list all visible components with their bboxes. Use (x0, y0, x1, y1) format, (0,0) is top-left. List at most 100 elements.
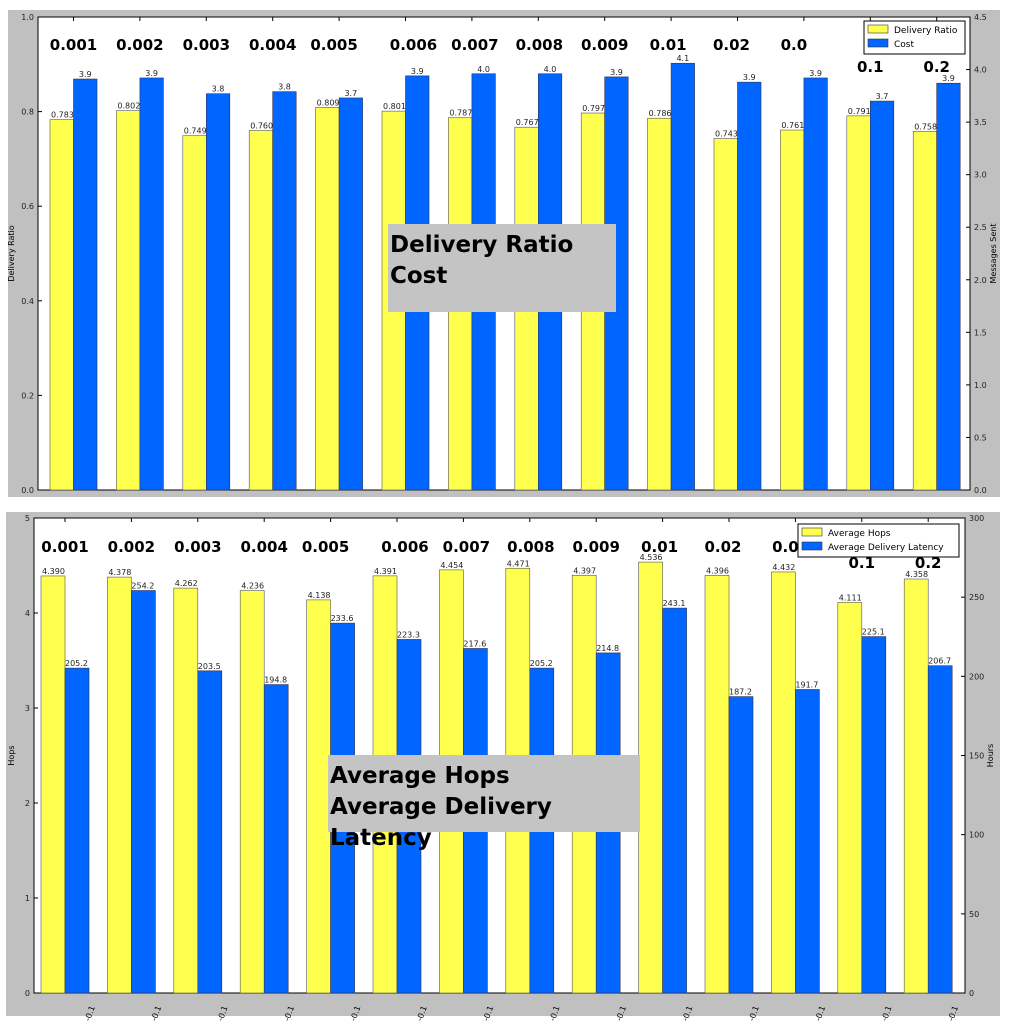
overlay-line-1: Delivery Ratio (390, 232, 574, 258)
category-label: 0.003 (174, 538, 221, 556)
bar-average-hops (638, 561, 663, 994)
y2-tick-label: 2.0 (974, 276, 987, 285)
legend-label: Average Delivery Latency (828, 543, 944, 553)
bar-cost (338, 97, 363, 491)
bar-value-label: 225.1 (862, 628, 885, 637)
y2-tick-label: 50 (969, 910, 979, 919)
y2-tick-label: 2.5 (974, 223, 987, 232)
bar-average-delivery-latency (197, 670, 223, 994)
bar-value-label: 0.797 (582, 104, 605, 113)
bar-average-hops (771, 571, 796, 994)
bar-average-delivery-latency (131, 590, 156, 994)
category-label: 0.02 (704, 538, 741, 556)
category-label: 0.008 (516, 36, 563, 54)
bar-average-delivery-latency (662, 607, 687, 994)
y2-tick-label: 4.5 (974, 13, 987, 22)
bar-value-label: 205.2 (65, 659, 88, 668)
y2-tick-label: 3.0 (974, 171, 987, 180)
bar-value-label: 0.809 (317, 98, 340, 107)
y-tick-label: 5 (25, 514, 30, 523)
bar-delivery-ratio (912, 131, 938, 491)
bar-value-label: 4.471 (507, 559, 530, 568)
bar-value-label: 205.2 (530, 659, 553, 668)
bar-value-label: 0.801 (383, 102, 406, 111)
y2-tick-label: 100 (969, 831, 984, 840)
bar-value-label: 3.8 (212, 85, 225, 94)
bar-average-hops (107, 576, 132, 994)
bar-delivery-ratio (846, 115, 871, 491)
bar-value-label: 3.9 (411, 67, 424, 76)
bar-delivery-ratio (647, 117, 672, 491)
bar-average-hops (239, 590, 265, 994)
y2-tick-label: 200 (969, 672, 984, 681)
category-label: 0.002 (108, 538, 155, 556)
bar-delivery-ratio (248, 130, 273, 491)
category-label: 0.006 (390, 36, 437, 54)
category-label: 0.005 (310, 36, 357, 54)
bar-average-hops (40, 575, 66, 994)
category-label: 0.007 (451, 36, 498, 54)
category-label: 0.009 (572, 538, 619, 556)
bar-value-label: 254.2 (131, 582, 154, 591)
bar-value-label: 4.390 (42, 567, 65, 576)
bar-value-label: 0.802 (117, 102, 140, 111)
bar-average-delivery-latency (927, 665, 953, 994)
overlay-title-bottom: Average Hops Average Delivery Latency (328, 755, 640, 851)
bar-cost (869, 100, 895, 491)
overlay-line-2: Cost (390, 263, 448, 290)
bar-value-label: 4.432 (772, 563, 795, 572)
y2-tick-label: 1.0 (974, 381, 987, 390)
category-label: 0.2 (915, 554, 942, 572)
bar-delivery-ratio (182, 135, 207, 491)
y-tick-label: 0.0 (21, 486, 34, 495)
bar-average-hops (704, 575, 730, 994)
bar-delivery-ratio (780, 129, 805, 491)
bar-value-label: 4.0 (477, 65, 490, 74)
y-tick-label: 4 (25, 609, 30, 618)
legend-swatch (801, 541, 823, 551)
category-label: 0.1 (857, 58, 884, 76)
y-tick-label: 1 (25, 894, 30, 903)
y2-axis-label: Hours (986, 744, 995, 767)
bar-value-label: 4.378 (108, 568, 131, 577)
bar-average-hops (306, 599, 331, 994)
bar-value-label: 214.8 (596, 644, 619, 653)
bar-cost (206, 93, 231, 491)
y-tick-label: 3 (25, 704, 30, 713)
category-label: 0.02 (713, 36, 750, 54)
y2-tick-label: 4.0 (974, 66, 987, 75)
category-label: 0.006 (381, 538, 428, 556)
bar-average-hops (173, 587, 199, 994)
category-label: 0.002 (116, 36, 163, 54)
bar-cost (139, 77, 164, 491)
legend-swatch (867, 38, 889, 48)
bar-value-label: 3.9 (79, 70, 92, 79)
y-tick-label: 0.4 (21, 297, 34, 306)
category-label: 0.1 (849, 554, 876, 572)
y2-tick-label: 3.5 (974, 118, 987, 127)
category-label: 0.001 (50, 36, 97, 54)
y2-tick-label: 1.5 (974, 328, 987, 337)
overlay-line-2: Average Delivery Latency (330, 794, 552, 852)
bar-cost (737, 81, 762, 491)
bar-delivery-ratio (116, 110, 141, 491)
bar-cost (73, 78, 98, 491)
bar-value-label: 206.7 (928, 657, 951, 666)
bar-value-label: 3.7 (344, 89, 357, 98)
bar-value-label: 4.396 (706, 566, 729, 575)
bar-delivery-ratio (315, 107, 340, 491)
bar-delivery-ratio (49, 119, 74, 491)
y-tick-label: 0.6 (21, 202, 34, 211)
bar-value-label: 4.1 (676, 54, 689, 63)
bar-delivery-ratio (713, 138, 738, 491)
bar-value-label: 4.391 (374, 567, 397, 576)
bar-cost (803, 77, 828, 491)
bar-value-label: 0.749 (184, 127, 207, 136)
category-label: 0.2 (923, 58, 950, 76)
legend-label: Average Hops (828, 529, 891, 539)
y2-tick-label: 0.5 (974, 433, 987, 442)
bar-value-label: 4.236 (241, 582, 264, 591)
bar-value-label: 0.761 (781, 121, 804, 130)
bar-value-label: 3.9 (145, 69, 158, 78)
